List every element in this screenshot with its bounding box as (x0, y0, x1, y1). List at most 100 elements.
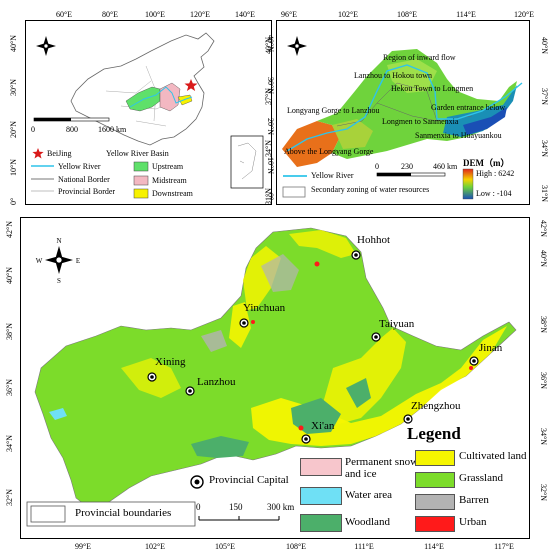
zone-label: Region of inward flow (383, 53, 456, 62)
panel-a-top-tick: 80°E (101, 10, 119, 19)
scale-label-0: 0 (196, 502, 201, 512)
panel-b-top-tick: 108°E (396, 10, 418, 19)
legend-label-water: Water area (345, 489, 393, 501)
scale-label-1: 800 (66, 125, 78, 134)
panel-b-top-tick: 102°E (337, 10, 359, 19)
beijing-star-icon (184, 79, 198, 91)
city-label-yinchuan: Yinchuan (243, 302, 286, 314)
panel-b-right-tick: 40°N (540, 37, 549, 54)
north-arrow-icon: N S W E (36, 237, 80, 285)
zone-label: Lanzhou to Hokou town (354, 71, 432, 80)
city-label-hohhot: Hohhot (357, 234, 390, 246)
panel-a-top-tick: 60°E (55, 10, 73, 19)
panel-b-right-tick: 37°N (540, 88, 549, 105)
city-label-taiyuan: Taiyuan (379, 318, 415, 330)
legend-provincial-capital: Provincial Capital (209, 474, 289, 486)
scale-label-1: 150 (229, 502, 243, 512)
legend-swatch-woodland (300, 514, 342, 532)
water-patch (49, 408, 67, 420)
panel-c-left-tick: 40°N (5, 267, 14, 284)
svg-text:S: S (57, 277, 61, 285)
zone-label: Hekou Town to Longmen (391, 84, 474, 93)
zone-label: Longmen to Sanmenxia (382, 117, 459, 126)
legend-beijing: BeiJing (47, 149, 72, 158)
panel-a-top-tick: 120°E (189, 10, 211, 19)
legend-downstream: Downstream (152, 189, 193, 198)
svg-text:E: E (76, 257, 80, 265)
land-use-map-panel: N S W E (20, 217, 530, 539)
yellow-river-line (286, 64, 523, 152)
north-arrow-icon (36, 36, 56, 56)
legend-swatch-barren (415, 494, 455, 510)
barren-patch (261, 254, 299, 292)
city-label-xian: Xi'an (311, 420, 335, 432)
scale-label-2: 300 km (267, 502, 295, 512)
woodland-patch (291, 398, 341, 434)
zone-label: Longyang Gorge to Lanzhou (287, 106, 380, 115)
legend-label-grassland: Grassland (459, 472, 503, 484)
legend-yellow-river-basin: Yellow River Basin (106, 149, 169, 158)
city-marker-hohhot (351, 250, 361, 260)
china-inset-map-panel: 0 800 1600 km BeiJing Yellow River Basin… (25, 20, 272, 205)
china-inset-map (31, 32, 264, 199)
city-marker-xining (147, 372, 157, 382)
svg-text:N: N (56, 237, 61, 245)
city-marker-xian (301, 434, 311, 444)
dem-low-label: Low : -104 (476, 189, 512, 198)
legend-label-cultivated: Cultivated land (459, 450, 527, 462)
panel-c-bottom-tick: 111°E (354, 542, 374, 551)
panel-c-bottom-tick: 108°E (285, 542, 307, 551)
panel-c-bottom-tick: 114°E (424, 542, 444, 551)
city-label-lanzhou: Lanzhou (197, 376, 236, 388)
panel-c-left-tick: 38°N (5, 323, 14, 340)
city-marker-zhengzhou (403, 414, 413, 424)
panel-b-left-tick: 37°N (264, 88, 273, 105)
basin-high-elevation (282, 121, 339, 167)
yellow-river-line (129, 86, 193, 108)
panel-c-bottom-tick: 102°E (144, 542, 166, 551)
city-marker-lanzhou (185, 386, 195, 396)
panel-b-top-tick: 114°E (456, 10, 476, 19)
panel-b-left-tick: 34°N (264, 140, 273, 157)
china-outline (70, 32, 215, 146)
panel-b-left-tick: 31°N (264, 188, 273, 205)
panel-b-right-tick: 34°N (540, 140, 549, 157)
panel-a-top-tick: 100°E (144, 10, 166, 19)
panel-a-right-tick: 10°N (266, 157, 275, 174)
zone-label: Garden entrance below (431, 103, 506, 112)
panel-c-right-tick: 36°N (539, 372, 548, 389)
city-marker-jinan (469, 356, 479, 366)
legend-upstream: Upstream (152, 162, 184, 171)
panel-c-right-tick: 32°N (539, 484, 548, 501)
panel-c-right-tick: 42°N (539, 220, 548, 237)
panel-a-left-tick: 10°N (9, 159, 18, 176)
panel-b-top-tick: 96°E (280, 10, 298, 19)
panel-a-left-tick: 40°N (9, 35, 18, 52)
legend-swatch-grassland (415, 472, 455, 488)
panel-a-right-tick: 20°N (266, 118, 275, 135)
legend-swatch-snow-ice (300, 458, 342, 476)
legend-provincial-boundaries: Provincial boundaries (75, 507, 172, 519)
legend-swatch-water (300, 487, 342, 505)
panel-c-left-tick: 42°N (5, 221, 14, 238)
panel-c-left-tick: 34°N (5, 435, 14, 452)
land-use-map: N S W E (26, 227, 517, 527)
svg-text:W: W (36, 257, 43, 265)
city-marker-taiyuan (371, 332, 381, 342)
panel-b-top-tick: 120°E (513, 10, 535, 19)
legend-swatch-cultivated (415, 450, 455, 466)
legend-swatch-urban (415, 516, 455, 532)
legend-yellow-river: Yellow River (311, 171, 354, 180)
dem-title: DEM（m） (463, 158, 510, 168)
dem-high-label: High : 6242 (476, 169, 515, 178)
panel-a-left-tick: 30°N (9, 79, 18, 96)
scale-label-2: 460 km (433, 162, 458, 171)
legend-secondary-zoning: Secondary zoning of water resources (311, 185, 430, 194)
scale-label-1: 230 (401, 162, 413, 171)
legend-label-barren: Barren (459, 494, 489, 506)
panel-a-left-tick: 0° (9, 197, 18, 205)
scale-label-0: 0 (375, 162, 379, 171)
panel-c-right-tick: 40°N (539, 250, 548, 267)
panel-c-bottom-tick: 99°E (74, 542, 92, 551)
legend-midstream: Midstream (152, 176, 187, 185)
